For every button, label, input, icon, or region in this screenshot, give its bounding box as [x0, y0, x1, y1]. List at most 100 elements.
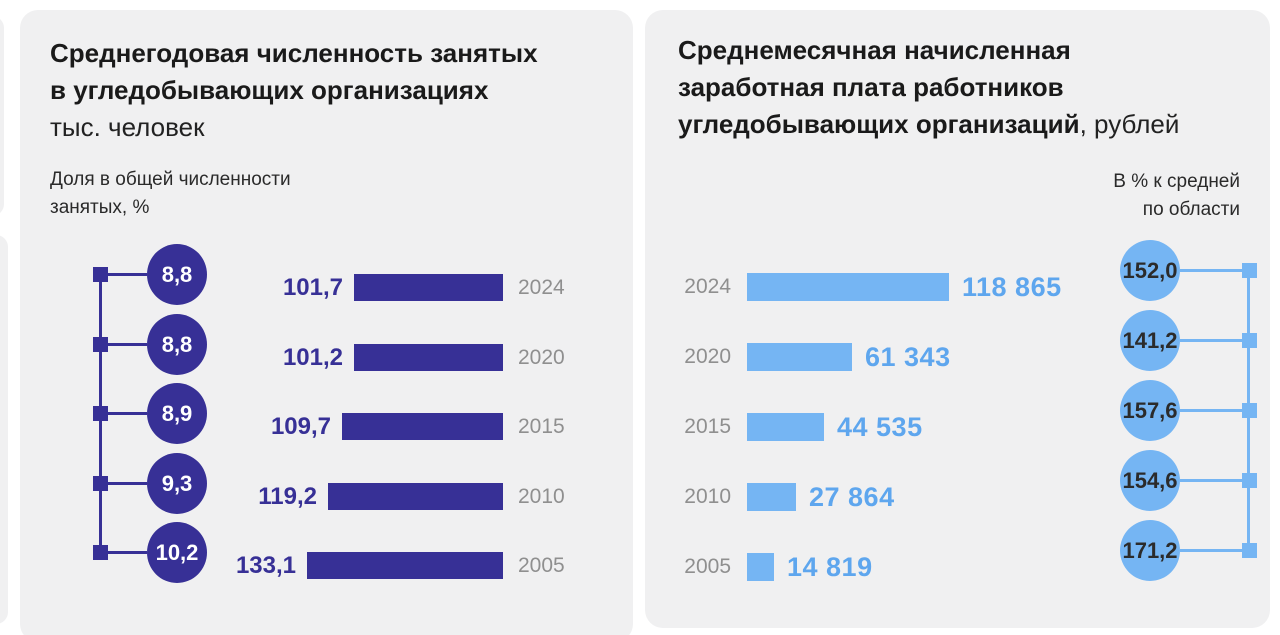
- bar-group: 119,2: [258, 483, 503, 510]
- employment-note: Доля в общей численности занятых, %: [50, 166, 291, 222]
- wages-panel: Среднемесячная начисленная заработная пл…: [645, 10, 1270, 628]
- connector-line: [100, 343, 147, 346]
- connector-line: [100, 412, 147, 415]
- employment-title-line2: в угледобывающих организациях: [50, 75, 489, 105]
- wages-note-line2: по области: [1142, 199, 1240, 220]
- employment-value: 109,7: [270, 412, 331, 440]
- connector-line: [1180, 549, 1249, 552]
- node-square-icon: [1242, 263, 1257, 278]
- wages-title-unit: , рублей: [1079, 109, 1180, 139]
- wage-value: 14 819: [787, 551, 873, 582]
- wage-value: 44 535: [837, 411, 923, 442]
- percent-value: 141,2: [1122, 327, 1178, 353]
- wage-value: 27 864: [809, 481, 895, 512]
- bar-group: 101,7: [283, 274, 503, 301]
- share-value: 8,8: [161, 261, 193, 287]
- year-label: 2015: [518, 415, 565, 438]
- bar-group: 101,2: [283, 344, 503, 371]
- wage-bar: [747, 343, 852, 371]
- node-square-icon: [1242, 473, 1257, 488]
- share-circle: 8,8: [147, 314, 207, 375]
- percent-value: 171,2: [1122, 537, 1178, 563]
- percent-value: 157,6: [1122, 397, 1178, 423]
- employment-value: 119,2: [258, 482, 317, 510]
- share-circle: 8,9: [147, 383, 207, 444]
- year-label: 2015: [684, 415, 731, 438]
- wage-bar: [747, 483, 796, 511]
- year-label: 2005: [684, 555, 731, 578]
- wages-row-2005: 2005 14 819 171,2: [645, 520, 1270, 582]
- bar-group: 14 819: [747, 551, 873, 582]
- bar-group: 61 343: [747, 342, 951, 372]
- employment-bar: [342, 413, 503, 440]
- year-label: 2005: [518, 554, 565, 577]
- year-label: 2020: [684, 345, 731, 368]
- connector-line: [1180, 269, 1249, 272]
- share-circle: 8,8: [147, 244, 207, 305]
- connector-line: [100, 482, 147, 485]
- node-square-icon: [1242, 403, 1257, 418]
- employment-value: 101,2: [282, 343, 343, 371]
- employment-bar: [354, 274, 503, 301]
- wages-row-2020: 2020 61 343 141,2: [645, 310, 1270, 372]
- employment-row-2005: 10,2 133,1 2005: [20, 522, 633, 583]
- percent-circle: 141,2: [1120, 310, 1180, 371]
- employment-bar: [307, 552, 503, 579]
- wage-bar: [747, 553, 774, 581]
- wage-bar: [747, 413, 824, 441]
- connector-line: [1180, 339, 1249, 342]
- employment-note-line2: занятых, %: [50, 197, 150, 218]
- percent-circle: 152,0: [1120, 240, 1180, 301]
- adjacent-card-sliver-top: [0, 16, 4, 216]
- year-label: 2010: [518, 485, 565, 508]
- share-value: 8,9: [161, 400, 193, 426]
- employment-value: 133,1: [235, 551, 296, 579]
- node-square-icon: [1242, 543, 1257, 558]
- share-value: 9,3: [161, 470, 193, 496]
- bar-group: 118 865: [747, 271, 1062, 302]
- employment-unit: тыс. человек: [50, 112, 205, 142]
- year-label: 2010: [684, 485, 731, 508]
- wage-value: 118 865: [962, 271, 1062, 302]
- share-value: 10,2: [155, 539, 199, 565]
- wages-title-line2: заработная плата работников: [678, 72, 1064, 102]
- year-label: 2024: [684, 275, 731, 298]
- connector-line: [100, 551, 147, 554]
- employment-row-2024: 8,8 101,7 2024: [20, 244, 633, 305]
- bar-group: 109,7: [271, 413, 503, 440]
- share-circle: 10,2: [147, 522, 207, 583]
- percent-value: 154,6: [1122, 467, 1178, 493]
- employment-title-line1: Среднегодовая численность занятых: [50, 38, 538, 68]
- bar-group: 27 864: [747, 481, 895, 512]
- bar-group: 133,1: [236, 552, 503, 579]
- percent-circle: 157,6: [1120, 380, 1180, 441]
- percent-value: 152,0: [1122, 257, 1178, 283]
- share-value: 8,8: [161, 331, 193, 357]
- employment-bar: [354, 344, 503, 371]
- employment-value: 101,7: [282, 273, 343, 301]
- percent-circle: 154,6: [1120, 450, 1180, 511]
- wages-row-2024: 2024 118 865 152,0: [645, 240, 1270, 302]
- connector-line: [100, 273, 147, 276]
- employment-row-2010: 9,3 119,2 2010: [20, 453, 633, 514]
- wages-row-2015: 2015 44 535 157,6: [645, 380, 1270, 442]
- employment-panel: Среднегодовая численность занятых в угле…: [20, 10, 633, 635]
- wage-bar: [747, 273, 949, 301]
- share-circle: 9,3: [147, 453, 207, 514]
- wages-row-2010: 2010 27 864 154,6: [645, 450, 1270, 512]
- percent-circle: 171,2: [1120, 520, 1180, 581]
- bar-group: 44 535: [747, 411, 923, 442]
- wages-title-line3-bold: угледобывающих организаций: [678, 109, 1080, 139]
- employment-bar: [328, 483, 503, 510]
- employment-title: Среднегодовая численность занятых в угле…: [50, 35, 538, 146]
- employment-row-2015: 8,9 109,7 2015: [20, 383, 633, 444]
- connector-line: [1180, 409, 1249, 412]
- wages-title-line1: Среднемесячная начисленная: [678, 35, 1071, 65]
- wages-title-line3: угледобывающих организаций, рублей: [678, 106, 1179, 143]
- employment-row-2020: 8,8 101,2 2020: [20, 314, 633, 375]
- adjacent-card-sliver-bottom: [0, 235, 8, 624]
- year-label: 2020: [518, 346, 565, 369]
- node-square-icon: [1242, 333, 1257, 348]
- connector-line: [1180, 479, 1249, 482]
